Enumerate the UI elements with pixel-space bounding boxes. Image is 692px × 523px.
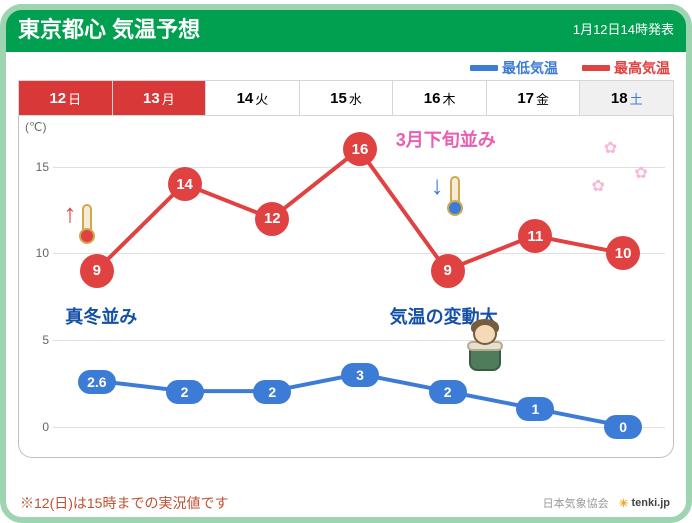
y-tick-label: 10 (25, 246, 49, 260)
high-temp-marker: 16 (343, 132, 377, 166)
chart-area: (℃) 051015 ↑ ↓ 真冬並み 3月下旬並み 気温の変動大 914121… (18, 116, 674, 458)
low-temp-marker: 0 (604, 415, 642, 439)
thermometer-up-icon: ↑ (77, 194, 97, 238)
legend-high-label: 最高気温 (614, 58, 670, 78)
issued-time: 1月12日14時発表 (573, 19, 674, 38)
high-temp-marker: 9 (431, 254, 465, 288)
legend-low: 最低気温 (470, 58, 558, 78)
day-cell: 15水 (299, 80, 393, 116)
footer-brand: 日本気象協会 ☀ tenki.jp (543, 495, 670, 511)
sakura-icon (604, 138, 618, 152)
low-temp-marker: 2.6 (78, 370, 116, 394)
date-axis: 12日13月14火15水16木17金18土 (18, 80, 674, 116)
low-temp-marker: 2 (166, 380, 204, 404)
plot-area: ↑ ↓ 真冬並み 3月下旬並み 気温の変動大 9141216911102.622… (53, 132, 665, 443)
high-temp-marker: 14 (168, 167, 202, 201)
shivering-person-icon (463, 319, 509, 379)
low-temp-marker: 2 (253, 380, 291, 404)
arrow-up-icon: ↑ (63, 198, 76, 229)
low-temp-marker: 3 (341, 363, 379, 387)
sakura-icon (592, 176, 606, 190)
sakura-icon (634, 163, 648, 177)
footnote: ※12(日)は15時までの実況値です (20, 493, 228, 513)
thermometer-down-icon: ↓ (445, 166, 465, 210)
low-temp-marker: 1 (516, 397, 554, 421)
low-temp-marker: 2 (429, 380, 467, 404)
day-cell: 12日 (18, 80, 112, 116)
legend-high-swatch (582, 65, 610, 71)
chart-title: 東京都心 気温予想 (18, 12, 200, 44)
high-temp-marker: 12 (255, 202, 289, 236)
day-cell: 18土 (579, 80, 674, 116)
high-temp-marker: 11 (518, 219, 552, 253)
legend-high: 最高気温 (582, 58, 670, 78)
legend: 最低気温 最高気温 (0, 52, 692, 80)
legend-low-swatch (470, 65, 498, 71)
legend-low-label: 最低気温 (502, 58, 558, 78)
high-temp-marker: 10 (606, 236, 640, 270)
y-tick-label: 0 (25, 420, 49, 434)
day-cell: 16木 (392, 80, 486, 116)
day-cell: 14火 (205, 80, 299, 116)
day-cell: 17金 (486, 80, 580, 116)
header-bar: 東京都心 気温予想 1月12日14時発表 (4, 4, 688, 52)
y-tick-label: 5 (25, 333, 49, 347)
brand-logo: ☀ tenki.jp (619, 497, 670, 510)
line-paths (53, 132, 665, 443)
sun-icon: ☀ (619, 497, 629, 510)
high-temp-marker: 9 (80, 254, 114, 288)
day-cell: 13月 (112, 80, 206, 116)
y-tick-label: 15 (25, 160, 49, 174)
brand-name: tenki.jp (631, 497, 670, 509)
arrow-down-icon: ↓ (431, 170, 444, 201)
org-name: 日本気象協会 (543, 495, 609, 511)
